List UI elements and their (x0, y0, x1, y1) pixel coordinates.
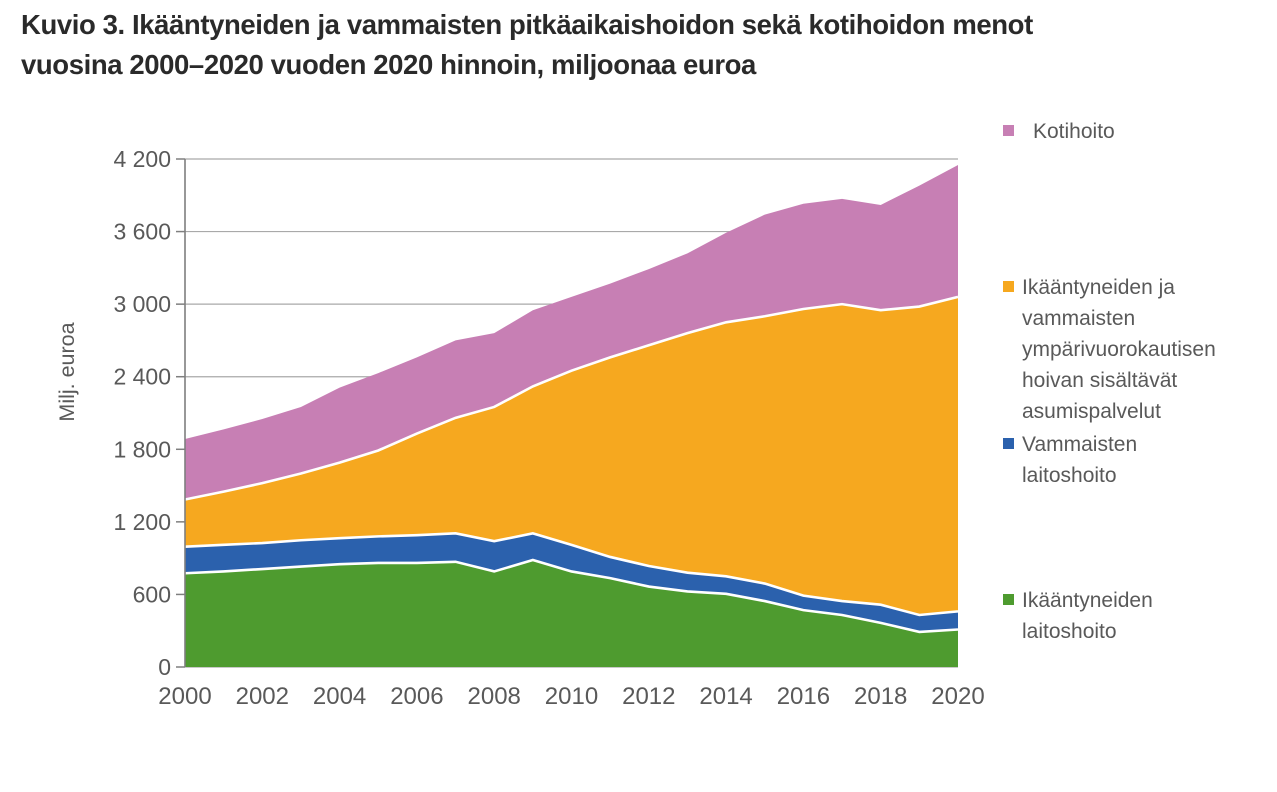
x-tick-label: 2000 (158, 683, 211, 710)
legend-swatch-ikaantyneiden-laitoshoito (1003, 594, 1014, 605)
figure-title-line2: vuosina 2000–2020 vuoden 2020 hinnoin, m… (21, 49, 756, 80)
band-boundary (184, 295, 959, 501)
y-axis-title: Milj. euroa (55, 322, 79, 421)
x-tick-label: 2020 (931, 683, 984, 710)
area-ikaantyneiden-laitoshoito (185, 559, 958, 667)
legend-swatch-vammaisten-laitoshoito (1003, 438, 1014, 449)
x-tick-label: 2004 (313, 683, 366, 710)
y-tick-label: 2 400 (113, 364, 171, 390)
legend-item-vammaisten-laitoshoito: Vammaisten laitoshoito (1003, 429, 1227, 491)
x-tick-label: 2014 (699, 683, 752, 710)
legend-item-kotihoito: Kotihoito (1003, 116, 1238, 147)
y-tick-label: 3 600 (113, 219, 171, 245)
legend-item-asumispalvelut: Ikääntyneiden ja vammaisten ympärivuorok… (1003, 272, 1227, 427)
x-tick-label: 2006 (390, 683, 443, 710)
x-tick-label: 2002 (236, 683, 289, 710)
x-tick-label: 2010 (545, 683, 598, 710)
figure-title: Kuvio 3. Ikääntyneiden ja vammaisten pit… (21, 5, 1271, 85)
y-tick-label: 1 800 (113, 436, 171, 462)
x-tick-label: 2008 (468, 683, 521, 710)
legend-label-kotihoito: Kotihoito (1033, 120, 1115, 143)
y-tick-label: 4 200 (113, 146, 171, 172)
legend-label-asumispalvelut: Ikääntyneiden ja vammaisten ympärivuorok… (1022, 276, 1216, 423)
legend-swatch-kotihoito (1003, 125, 1014, 136)
y-tick-label: 0 (158, 654, 171, 680)
y-tick-label: 600 (133, 581, 171, 607)
x-tick-label: 2016 (777, 683, 830, 710)
band-boundary (184, 532, 959, 617)
legend-item-ikaantyneiden-laitoshoito: Ikääntyneiden laitoshoito (1003, 585, 1227, 647)
legend-label-vammaisten-laitoshoito: Vammaisten laitoshoito (1022, 433, 1138, 487)
x-tick-label: 2012 (622, 683, 675, 710)
y-tick-label: 3 000 (113, 291, 171, 317)
area-vammaisten-laitoshoito (185, 533, 958, 632)
legend-label-ikaantyneiden-laitoshoito: Ikääntyneiden laitoshoito (1022, 589, 1153, 643)
y-tick-label: 1 200 (113, 509, 171, 535)
figure-title-line1: Kuvio 3. Ikääntyneiden ja vammaisten pit… (21, 9, 1033, 40)
legend-swatch-asumispalvelut (1003, 281, 1014, 292)
area-kotihoito (185, 165, 958, 500)
x-tick-label: 2018 (854, 683, 907, 710)
band-boundary (184, 558, 959, 634)
